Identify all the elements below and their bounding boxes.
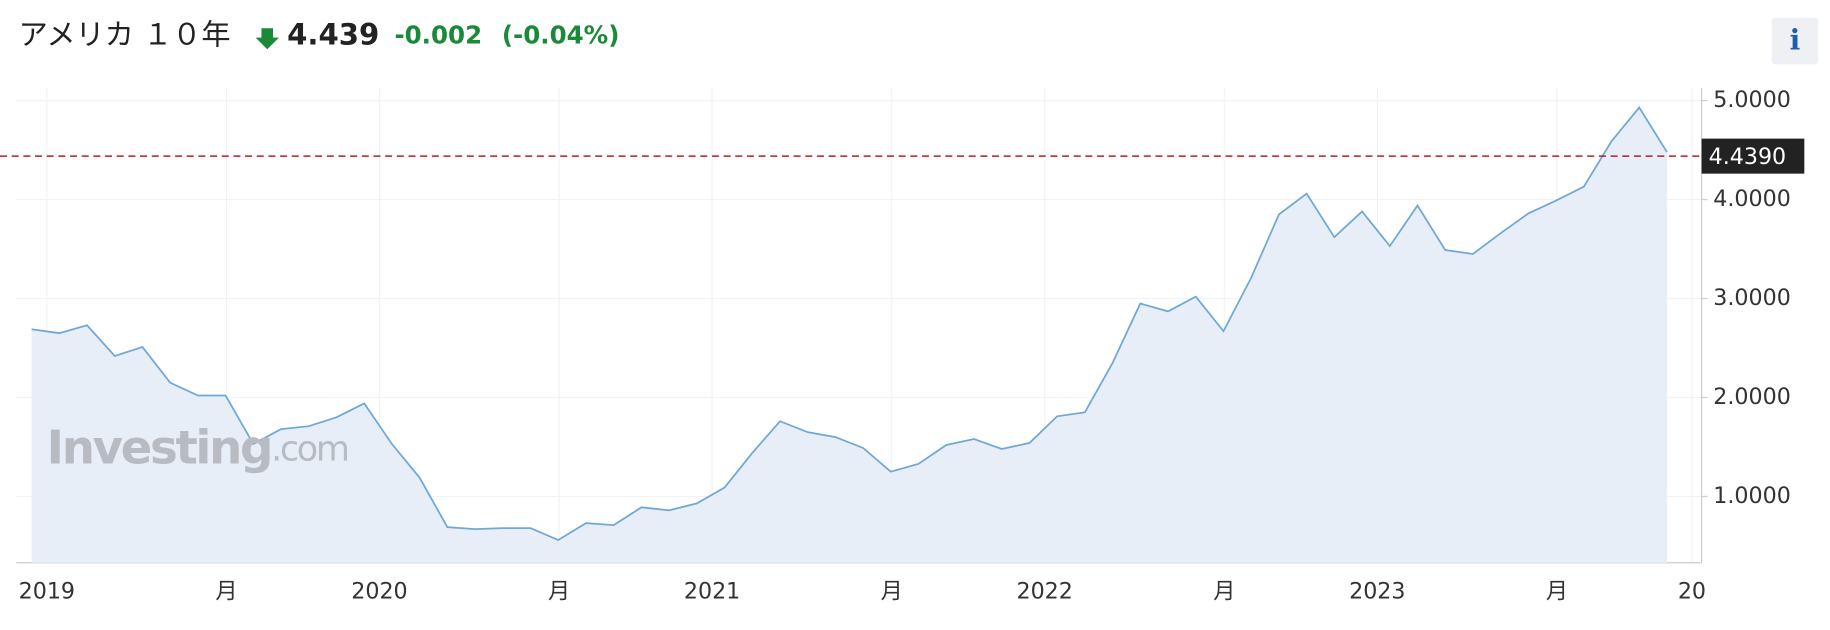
y-tick-label: 4.0000 bbox=[1713, 186, 1791, 212]
watermark-main: Investing bbox=[47, 421, 271, 475]
y-tick-label: 3.0000 bbox=[1713, 285, 1791, 311]
price: 4.439 bbox=[287, 17, 379, 51]
down-arrow bbox=[255, 28, 279, 50]
x-tick-label: 2023 bbox=[1349, 578, 1405, 604]
x-tick-label: 月 bbox=[215, 578, 237, 604]
x-tick-label: 2019 bbox=[19, 578, 75, 604]
change: -0.002 bbox=[394, 20, 482, 49]
info-button[interactable] bbox=[1771, 17, 1819, 65]
line bbox=[31, 106, 1668, 541]
x-tick-label: 月 bbox=[1213, 578, 1235, 604]
y-tick-label: 5.0000 bbox=[1713, 87, 1791, 113]
x-tick-label: 2021 bbox=[684, 578, 740, 604]
x-tick-label: 月 bbox=[881, 578, 903, 604]
watermark-suffix: .com bbox=[271, 430, 348, 470]
price-label: 4.4390 bbox=[1709, 144, 1787, 170]
area-fill bbox=[31, 107, 1667, 563]
x-tick-label: 月 bbox=[1546, 578, 1568, 604]
y-tick-label: 1.0000 bbox=[1713, 483, 1791, 509]
title: アメリカ １０年 bbox=[19, 17, 231, 51]
x-tick-label: 20 bbox=[1678, 578, 1706, 604]
watermark: Investing.com bbox=[47, 421, 348, 475]
info-icon[interactable]: i bbox=[1790, 24, 1801, 57]
price-label-box bbox=[1701, 138, 1805, 174]
x-tick-label: 月 bbox=[548, 578, 570, 604]
x-tick-label: 2020 bbox=[351, 578, 407, 604]
y-tick-label: 2.0000 bbox=[1713, 384, 1791, 410]
change-pct: (-0.04%) bbox=[502, 20, 620, 49]
x-tick-label: 2022 bbox=[1016, 578, 1072, 604]
